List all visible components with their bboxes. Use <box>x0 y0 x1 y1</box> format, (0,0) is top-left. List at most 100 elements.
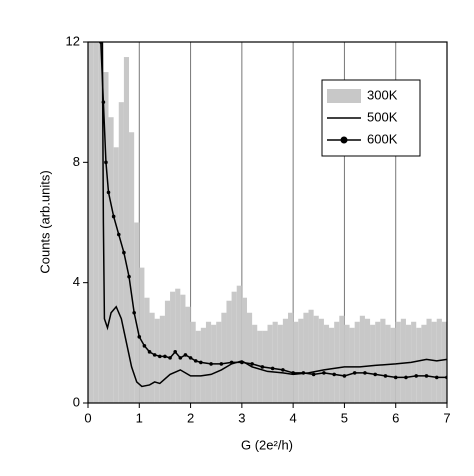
x-tick-label: 0 <box>84 410 91 425</box>
histogram-bar <box>318 318 324 403</box>
histogram-bar <box>123 57 130 403</box>
histogram-bar <box>441 321 447 403</box>
marker <box>199 360 203 365</box>
marker <box>291 371 295 375</box>
histogram-bar <box>129 132 135 403</box>
histogram-bar <box>303 312 309 403</box>
plot-frame <box>87 41 448 404</box>
marker <box>311 372 316 377</box>
histogram-bar <box>236 285 242 403</box>
marker <box>414 374 419 378</box>
histogram-bar <box>370 324 376 403</box>
marker <box>393 375 398 380</box>
marker <box>383 374 388 378</box>
marker <box>301 371 306 375</box>
histogram-bar <box>246 312 253 403</box>
x-axis-label: G (2e²/h) <box>241 437 293 452</box>
marker <box>188 356 193 360</box>
histogram-bar <box>354 321 360 403</box>
marker <box>152 353 157 357</box>
y-tick-label: 0 <box>73 394 80 409</box>
x-tick-label: 1 <box>136 410 143 425</box>
marker <box>332 372 336 377</box>
histogram-bar <box>267 324 273 403</box>
marker <box>193 359 198 363</box>
marker <box>158 354 162 359</box>
marker <box>373 372 378 377</box>
histogram-bar <box>359 315 365 403</box>
histogram-bar <box>421 324 427 403</box>
histogram-bar <box>200 327 206 403</box>
marker <box>132 310 136 315</box>
marker <box>240 360 244 365</box>
marker <box>363 371 367 375</box>
histogram-bar <box>241 297 247 403</box>
x-tick-label: 3 <box>238 410 245 425</box>
marker <box>106 190 111 195</box>
histogram-bar <box>395 321 401 403</box>
marker <box>111 214 116 219</box>
line <box>100 42 447 379</box>
marker <box>404 375 408 380</box>
histogram-bar <box>113 147 119 403</box>
histogram-bar <box>272 321 278 403</box>
histogram-bar <box>139 267 145 403</box>
histogram-bar <box>221 312 227 403</box>
histogram-bar <box>390 327 396 403</box>
marker <box>147 350 152 354</box>
histogram-bar <box>144 297 150 403</box>
histogram-bar <box>159 315 165 403</box>
histogram-bar <box>108 117 114 403</box>
x-tick-label: 7 <box>443 410 450 425</box>
histogram-bar <box>380 318 386 403</box>
marker <box>173 350 177 354</box>
histogram-bar <box>226 300 232 403</box>
line <box>101 42 447 388</box>
x-tick-label: 4 <box>290 410 297 425</box>
histogram-bar <box>298 318 304 403</box>
histogram-bar <box>118 102 124 403</box>
marker <box>209 362 213 366</box>
marker <box>101 100 106 104</box>
histogram-bar <box>190 321 196 403</box>
marker <box>137 335 142 339</box>
histogram-bar <box>103 72 109 403</box>
histogram-bar <box>339 315 345 403</box>
marker <box>163 354 167 359</box>
marker <box>352 371 357 375</box>
marker <box>281 368 285 372</box>
marker <box>229 360 234 365</box>
marker <box>127 274 131 279</box>
plot-area <box>88 42 447 403</box>
histogram-bar <box>334 321 340 403</box>
histogram-bar <box>154 318 160 403</box>
histogram-bar <box>431 321 437 403</box>
marker <box>434 375 439 380</box>
x-tick-label: 6 <box>392 410 399 425</box>
legend-marker <box>340 136 348 144</box>
histogram-bar <box>164 300 171 403</box>
histogram-bar <box>231 291 237 403</box>
y-axis-label: Counts (arb.units) <box>37 170 52 273</box>
histogram-bar <box>344 324 350 403</box>
marker <box>250 362 254 366</box>
legend-label: 300K <box>367 87 398 102</box>
legend-swatch <box>327 89 361 103</box>
histogram-bar <box>323 324 330 403</box>
histogram-bar <box>185 306 191 403</box>
histogram-bar <box>329 327 335 403</box>
marker <box>122 250 126 255</box>
histogram-bar <box>216 321 222 403</box>
histogram-bar <box>288 312 294 403</box>
histogram-bar <box>195 330 201 403</box>
histogram-bar <box>400 318 406 403</box>
y-tick-label: 4 <box>73 274 80 289</box>
histogram-bar <box>98 42 104 403</box>
marker <box>168 356 172 360</box>
marker <box>142 344 147 348</box>
x-tick-label: 5 <box>341 410 348 425</box>
histogram-bar <box>293 321 299 403</box>
marker <box>183 353 188 357</box>
marker <box>219 362 224 366</box>
